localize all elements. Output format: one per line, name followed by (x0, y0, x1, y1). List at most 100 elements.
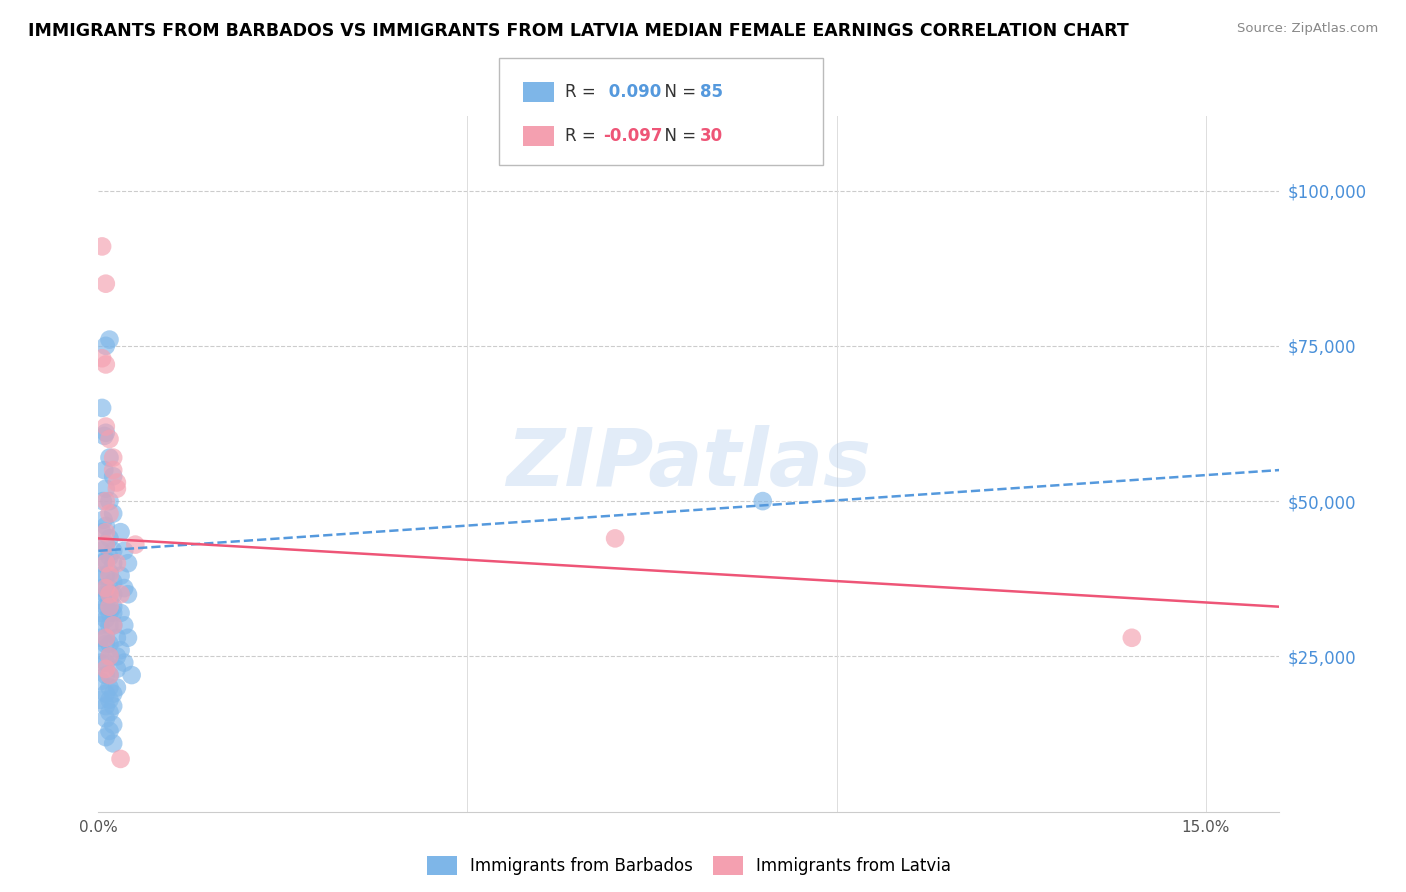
Point (94, 599, 117, 614)
Point (98, 593, 121, 607)
Text: 30: 30 (700, 127, 723, 145)
Point (91, 556, 114, 570)
Point (94, 662, 117, 676)
Point (91, 494, 114, 508)
Point (98, 599, 121, 614)
Point (94, 581, 117, 595)
Point (105, 482, 128, 496)
Point (94, 525, 117, 540)
Point (91, 401, 114, 415)
Point (98, 668, 121, 682)
Point (98, 532, 121, 546)
Point (117, 631, 139, 645)
Point (605, 532, 627, 546)
Point (94, 687, 117, 701)
Text: Source: ZipAtlas.com: Source: ZipAtlas.com (1237, 22, 1378, 36)
Point (110, 752, 132, 766)
Point (98, 494, 121, 508)
Point (103, 469, 125, 483)
Point (93, 429, 115, 443)
Point (103, 717, 125, 731)
Point (98, 706, 121, 720)
Point (103, 507, 125, 521)
Point (93, 463, 115, 477)
Text: 0.090: 0.090 (603, 83, 661, 101)
Point (94, 553, 117, 567)
Point (117, 587, 139, 601)
Text: R =: R = (565, 127, 602, 145)
Point (94, 339, 117, 353)
Point (90, 631, 112, 645)
Point (94, 419, 117, 434)
Point (94, 556, 117, 570)
Legend: Immigrants from Barbados, Immigrants from Latvia: Immigrants from Barbados, Immigrants fro… (419, 847, 959, 883)
Point (90, 656, 112, 670)
Point (103, 699, 125, 714)
Point (91, 581, 114, 595)
Point (98, 549, 121, 564)
Point (94, 358, 117, 372)
Point (94, 494, 117, 508)
Point (98, 693, 121, 707)
Text: 85: 85 (700, 83, 723, 101)
Point (94, 699, 117, 714)
Point (98, 581, 121, 595)
Point (90, 593, 112, 607)
Text: N =: N = (654, 83, 702, 101)
Point (117, 556, 139, 570)
Point (103, 618, 125, 632)
Point (94, 730, 117, 744)
Point (103, 463, 125, 477)
Point (98, 649, 121, 664)
Point (98, 681, 121, 695)
Text: N =: N = (654, 127, 702, 145)
Point (105, 662, 128, 676)
Point (98, 587, 121, 601)
Point (94, 581, 117, 595)
Point (110, 587, 132, 601)
Point (103, 556, 125, 570)
Point (94, 587, 117, 601)
Point (90, 606, 112, 620)
Point (112, 618, 135, 632)
Point (94, 538, 117, 552)
Point (98, 450, 121, 465)
Point (98, 568, 121, 582)
Point (94, 519, 117, 533)
Text: ZIPatlas: ZIPatlas (506, 425, 872, 503)
Point (91, 525, 114, 540)
Point (751, 494, 773, 508)
Point (110, 568, 132, 582)
Point (105, 631, 128, 645)
Point (94, 631, 117, 645)
Point (110, 643, 132, 657)
Text: IMMIGRANTS FROM BARBADOS VS IMMIGRANTS FROM LATVIA MEDIAN FEMALE EARNINGS CORREL: IMMIGRANTS FROM BARBADOS VS IMMIGRANTS F… (28, 22, 1129, 40)
Point (103, 599, 125, 614)
Point (90, 693, 112, 707)
Point (110, 606, 132, 620)
Point (105, 681, 128, 695)
Point (98, 668, 121, 682)
Point (93, 513, 115, 527)
Point (98, 432, 121, 446)
Point (91, 239, 114, 253)
Point (94, 482, 117, 496)
Point (90, 643, 112, 657)
Point (98, 606, 121, 620)
Text: -0.097: -0.097 (603, 127, 662, 145)
Point (94, 656, 117, 670)
Point (103, 543, 125, 558)
Point (94, 637, 117, 651)
Point (98, 587, 121, 601)
Point (103, 736, 125, 750)
Point (112, 656, 135, 670)
Point (124, 538, 146, 552)
Point (94, 668, 117, 682)
Point (98, 723, 121, 738)
Point (103, 606, 125, 620)
Text: R =: R = (565, 83, 602, 101)
Point (103, 587, 125, 601)
Point (121, 668, 143, 682)
Point (112, 581, 135, 595)
Point (98, 333, 121, 347)
